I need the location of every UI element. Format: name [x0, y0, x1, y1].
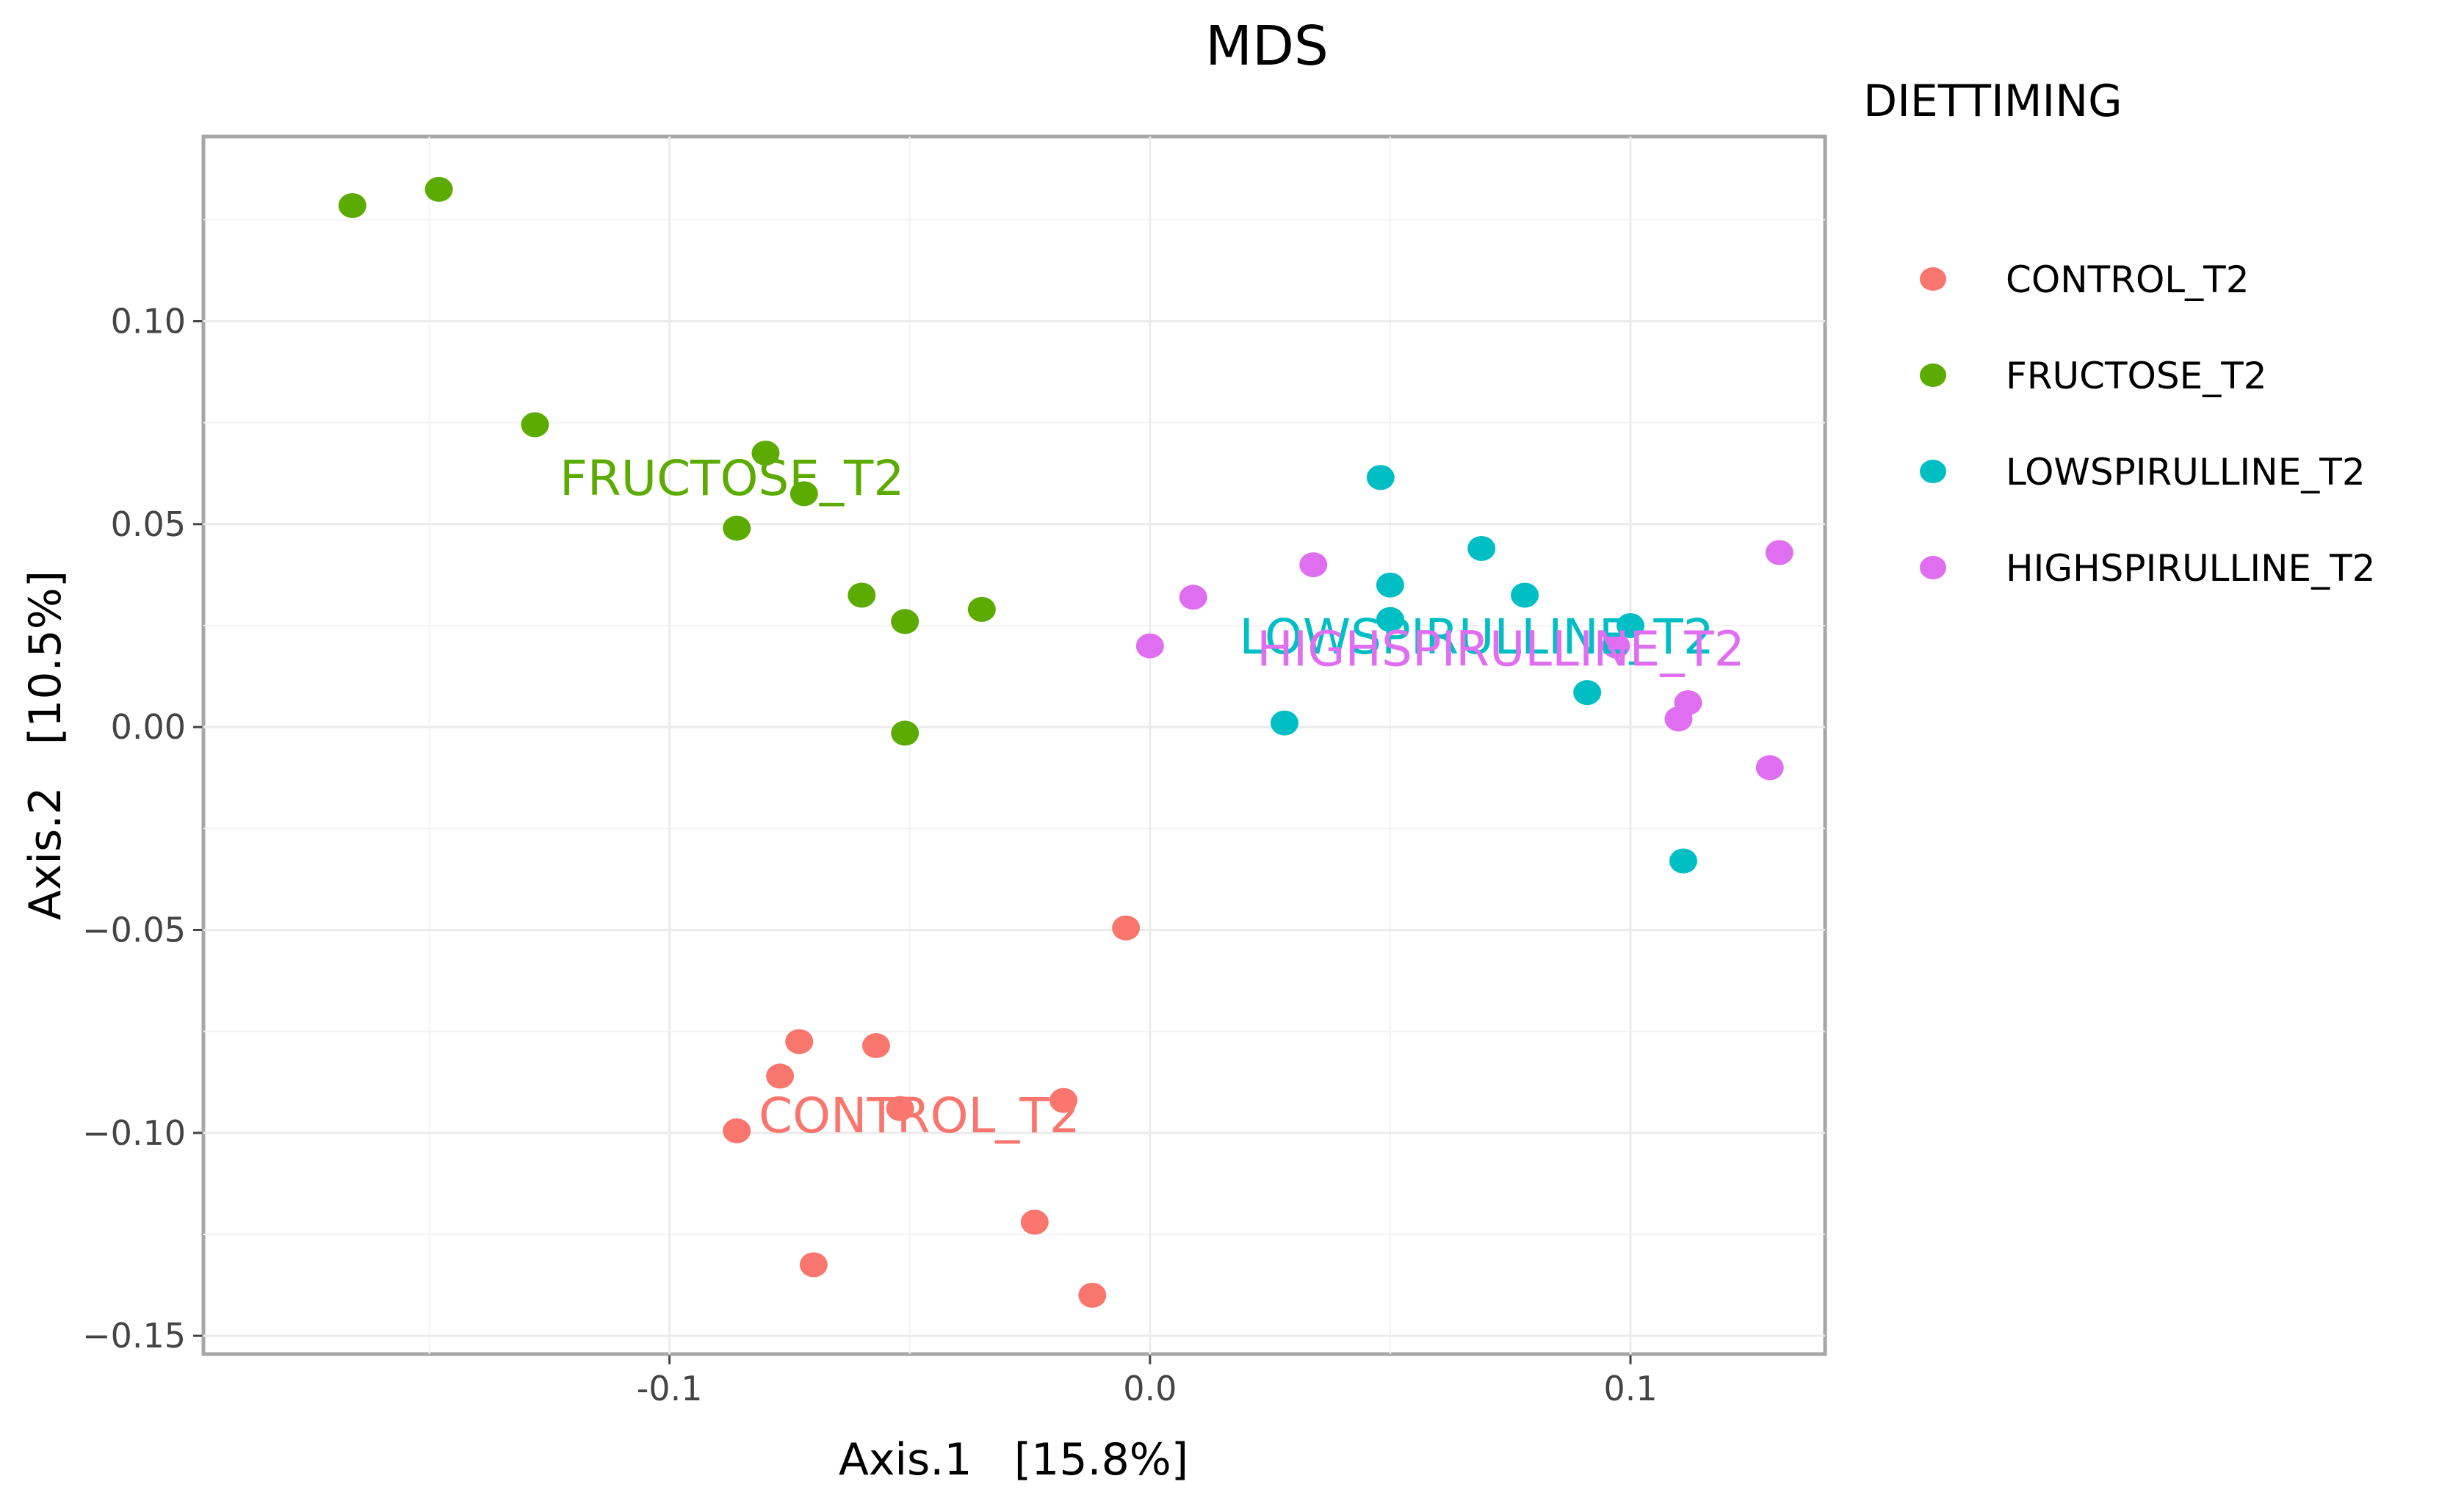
point-lowspirulline-t2 — [1616, 612, 1645, 638]
point-fructose-t2 — [723, 515, 751, 541]
legend: DIETTIMING CONTROL_T2 FRUCTOSE_T2 LOWSPIRU… — [1863, 76, 2375, 590]
point-lowspirulline-t2 — [1376, 572, 1404, 598]
y-tick-label: 0.10 — [111, 301, 186, 341]
point-fructose-t2 — [848, 582, 876, 608]
legend-swatch — [1920, 556, 1946, 579]
legend-label: HIGHSPIRULLINE_T2 — [2006, 547, 2375, 590]
point-fructose-t2 — [338, 192, 366, 218]
grid-lines — [203, 137, 1825, 1354]
chart-title: MDS — [1205, 15, 1329, 78]
group-labels: CONTROL_T2 FRUCTOSE_T2 LOWSPIRULLINE_T2HIG… — [560, 450, 1745, 1144]
point-fructose-t2 — [891, 720, 920, 746]
legend-items: CONTROL_T2 FRUCTOSE_T2 LOWSPIRULLINE_T2 HIG… — [1920, 258, 2375, 590]
axis-ticks: -0.1 0.0 0.1 0.10 0.05 0.00 −0.05 −0.10 −0.15 — [82, 301, 1658, 1408]
legend-title: DIETTIMING — [1863, 76, 2122, 127]
point-control-t2 — [785, 1029, 814, 1054]
point-highspirulline-t2 — [1765, 540, 1793, 565]
point-lowspirulline-t2 — [1366, 465, 1395, 491]
legend-item-lowspirulline-t2: LOWSPIRULLINE_T2 — [1920, 451, 2366, 493]
legend-item-control-t2: CONTROL_T2 — [1920, 258, 2250, 301]
point-lowspirulline-t2 — [1573, 680, 1602, 706]
x-tick-label: 0.0 — [1123, 1369, 1177, 1408]
x-axis-title: Axis.1 [15.8%] — [839, 1434, 1188, 1486]
group-label-lowspirulline-t2: LOWSPIRULLINE_T2 — [1240, 609, 1714, 665]
point-highspirulline-t2 — [1135, 633, 1164, 659]
point-control-t2 — [766, 1063, 795, 1089]
y-axis-title: Axis.2 [10.5%] — [20, 571, 71, 920]
x-tick-label: 0.1 — [1603, 1369, 1657, 1408]
group-label-fructose-t2: FRUCTOSE_T2 — [560, 450, 904, 507]
y-tick-label: −0.15 — [82, 1316, 186, 1356]
point-control-t2 — [861, 1032, 890, 1058]
point-fructose-t2 — [891, 609, 920, 634]
point-fructose-t2 — [751, 441, 780, 466]
point-lowspirulline-t2 — [1467, 535, 1496, 561]
y-tick-label: −0.10 — [82, 1113, 186, 1153]
point-control-t2 — [1078, 1282, 1107, 1308]
scatter-points — [338, 176, 1793, 1308]
point-control-t2 — [1049, 1088, 1078, 1113]
point-highspirulline-t2 — [1179, 585, 1207, 610]
point-highspirulline-t2 — [1602, 633, 1630, 659]
point-lowspirulline-t2 — [1669, 848, 1698, 874]
point-highspirulline-t2 — [1755, 755, 1784, 781]
legend-label: FRUCTOSE_T2 — [2006, 355, 2267, 397]
group-label-highspirulline-t2: HIGHSPIRULLINE_T2 — [1257, 620, 1745, 677]
point-control-t2 — [1112, 915, 1141, 941]
point-control-t2 — [799, 1252, 828, 1278]
legend-label: CONTROL_T2 — [2006, 258, 2250, 301]
legend-swatch — [1920, 267, 1946, 291]
group-label-control-t2: CONTROL_T2 — [759, 1088, 1080, 1144]
x-tick-label: -0.1 — [637, 1369, 703, 1408]
point-fructose-t2 — [521, 412, 549, 438]
point-lowspirulline-t2 — [1511, 582, 1539, 608]
plot-panel — [201, 134, 1827, 1356]
legend-item-highspirulline-t2: HIGHSPIRULLINE_T2 — [1920, 547, 2375, 590]
point-control-t2 — [1020, 1209, 1049, 1235]
point-fructose-t2 — [424, 176, 453, 202]
legend-swatch — [1920, 363, 1946, 387]
point-control-t2 — [723, 1118, 751, 1144]
point-highspirulline-t2 — [1299, 552, 1328, 578]
y-tick-label: 0.00 — [111, 707, 186, 747]
legend-item-fructose-t2: FRUCTOSE_T2 — [1920, 355, 2267, 397]
point-lowspirulline-t2 — [1376, 607, 1404, 632]
y-tick-label: −0.05 — [82, 910, 186, 949]
y-tick-label: 0.05 — [111, 504, 186, 544]
point-fructose-t2 — [790, 481, 818, 507]
point-highspirulline-t2 — [1664, 706, 1693, 732]
legend-swatch — [1920, 460, 1946, 483]
legend-label: LOWSPIRULLINE_T2 — [2006, 451, 2366, 493]
point-lowspirulline-t2 — [1271, 710, 1298, 736]
point-control-t2 — [886, 1096, 914, 1121]
point-fructose-t2 — [967, 596, 996, 622]
